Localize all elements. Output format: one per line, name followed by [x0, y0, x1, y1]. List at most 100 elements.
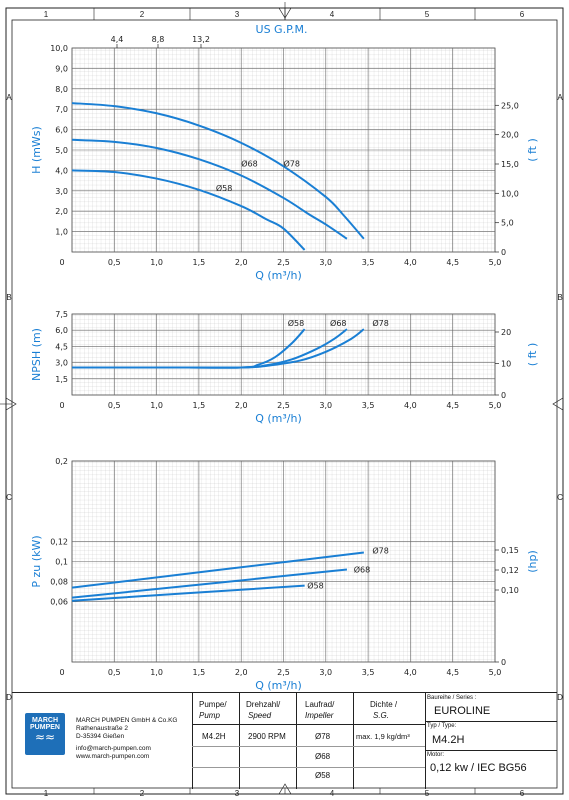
company-street: Rathenaustraße 2: [76, 725, 129, 732]
x-tick-label: 0: [59, 258, 64, 267]
x-axis-label: Q (m³/h): [255, 679, 302, 692]
y-right-tick-label: 15,0: [501, 160, 519, 169]
series-line-d68: [71, 568, 348, 599]
x-tick-label: 1,5: [193, 401, 206, 410]
y-tick-label: 9,0: [55, 64, 68, 73]
tb-col-speed: [239, 693, 297, 789]
x-tick-label: 4,0: [404, 668, 417, 677]
y-tick-label: 7,0: [55, 105, 68, 114]
series-line-d78: [71, 551, 364, 589]
frame-row-label: C: [6, 493, 12, 502]
y-right-tick-label: 10: [501, 360, 511, 369]
x-axis-label: Q (m³/h): [255, 412, 302, 425]
y-right-tick-label: 0,15: [501, 546, 519, 555]
y-tick-label: 1,5: [55, 375, 68, 384]
x-tick-label: 3,0: [319, 668, 332, 677]
x-tick-label: 4,0: [404, 401, 417, 410]
curve-label: Ø78: [372, 545, 388, 555]
frame-col-label-bottom: 3: [235, 789, 240, 798]
frame-col-label-bottom: 1: [44, 789, 49, 798]
y-right-tick-label: 0: [501, 248, 506, 257]
x-tick-label: 2,5: [277, 668, 290, 677]
x-tick-label: 1,0: [150, 401, 163, 410]
curve-label: Ø68: [330, 318, 346, 328]
logo-text-2: PUMPEN: [30, 724, 60, 731]
sg-value: max. 1,9 kg/dm³: [356, 732, 410, 741]
series-label: Baureihe / Series :: [427, 695, 477, 701]
x-tick-label: 2,0: [235, 401, 248, 410]
company-email[interactable]: info@march-pumpen.com: [76, 745, 151, 752]
x-tick-label: 4,0: [404, 258, 417, 267]
tb-row-line-1: [192, 746, 425, 747]
curve-label: Ø58: [307, 581, 323, 591]
y-right-tick-label: 20,0: [501, 131, 519, 140]
tb-col-sg: [353, 693, 426, 789]
type-label: Typ / Type:: [427, 723, 457, 729]
chart-2: 0 0,5 1,0 1,5 2,0 2,5 3,0 3,5 4,0 4,5 5,0 1,5 3,0 4,5…: [30, 310, 539, 425]
x-tick-label: 5,0: [489, 401, 502, 410]
logo-waves-icon: ≈≈: [34, 730, 56, 744]
frame-row-label-right: A: [557, 93, 563, 102]
frame-col-label-bottom: 4: [330, 789, 335, 798]
series-value: EUROLINE: [434, 705, 491, 717]
series-line-d58: [71, 584, 305, 602]
y-tick-label: 0,06: [50, 598, 68, 607]
y-tick-label: 4,0: [55, 166, 68, 175]
logo: MARCH PUMPEN ≈≈: [25, 713, 65, 755]
x-tick-label: 1,5: [193, 668, 206, 677]
type-value: M4.2H: [432, 734, 465, 746]
speed-header-de: Drehzahl/: [246, 700, 281, 709]
frame-col-label-bottom: 5: [425, 789, 430, 798]
frame-col-label-bottom: 2: [140, 789, 145, 798]
top-axis-label: US G.P.M.: [256, 23, 308, 36]
pump-header-de: Pumpe/: [199, 700, 227, 709]
tb-col-series: [425, 693, 558, 789]
series-line-d78: [71, 102, 365, 240]
x-tick-label: 0,5: [108, 401, 121, 410]
y-axis-label: H (mWs): [30, 126, 43, 174]
tb-col-pump: [192, 693, 240, 789]
center-mark-right: [552, 397, 564, 411]
x-tick-label: 0,5: [108, 668, 121, 677]
x-tick-label: 4,5: [446, 401, 459, 410]
x-tick-label: 1,0: [150, 668, 163, 677]
frame-row-label-right: C: [557, 493, 563, 502]
company-city: D-35394 Gießen: [76, 733, 125, 740]
frame-col-label: 1: [44, 10, 49, 19]
curve-label: Ø78: [284, 158, 300, 168]
x-tick-label: 3,5: [362, 258, 375, 267]
x-axis-label: Q (m³/h): [255, 269, 302, 282]
y-right-tick-label: 10,0: [501, 189, 519, 198]
tb-series-line-1: [425, 721, 557, 722]
motor-label: Motor:: [427, 752, 445, 758]
x-tick-label: 1,0: [150, 258, 163, 267]
y-axis-label: NPSH (m): [30, 328, 43, 381]
series-line-d58: [71, 169, 306, 251]
x-tick-label: 4,5: [446, 668, 459, 677]
x-tick-label: 5,0: [489, 258, 502, 267]
y-right-tick-label: 0,10: [501, 586, 519, 595]
curve-label: Ø68: [354, 565, 370, 575]
y-right-axis-label: ( ft ): [526, 138, 539, 162]
y-tick-label: 0,2: [55, 457, 68, 466]
company-web[interactable]: www.march-pumpen.com: [76, 753, 150, 760]
y-right-tick-label: 0,12: [501, 566, 519, 575]
y-axis-label: P zu (kW): [30, 535, 43, 587]
x-tick-label: 0: [59, 401, 64, 410]
center-mark-bottom: [278, 783, 292, 795]
y-right-axis-label: (hp): [526, 550, 539, 573]
tb-header-line: [192, 724, 425, 725]
chart-1: 0 0,5 1,0 1,5 2,0 2,5 3,0 3,5 4,0 4,5 5,0 1,0 2,0 3,0…: [30, 23, 539, 282]
tb-col-impeller: [296, 693, 354, 789]
frame-row-label: D: [6, 693, 12, 702]
x-tick-label: 3,5: [362, 668, 375, 677]
x-tick-label: 0,5: [108, 258, 121, 267]
impeller-value-3: Ø58: [315, 771, 331, 780]
y-tick-label: 6,0: [55, 126, 68, 135]
chart-3: 0 0,5 1,0 1,5 2,0 2,5 3,0 3,5 4,0 4,5 5,0 0,06 0,08 0…: [30, 457, 539, 692]
y-tick-label: 0,12: [50, 537, 68, 546]
x-tick-label: 3,0: [319, 258, 332, 267]
top-tick-label: 13,2: [192, 35, 210, 44]
